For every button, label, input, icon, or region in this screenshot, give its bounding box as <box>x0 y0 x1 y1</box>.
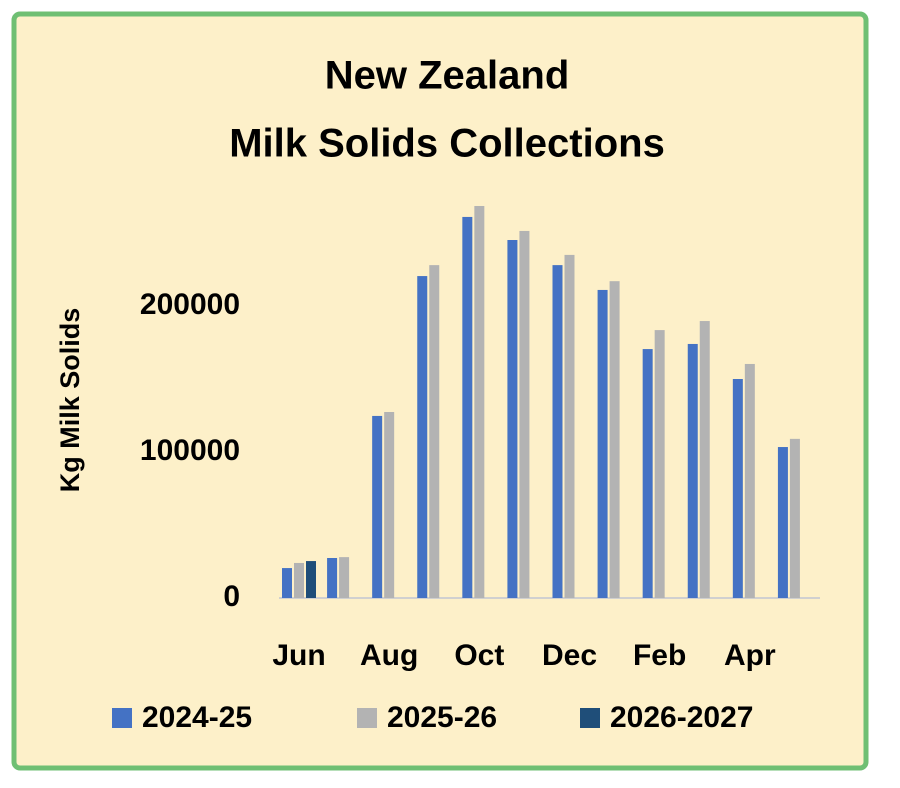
bar <box>429 265 440 598</box>
x-tick-label: Jun <box>272 639 325 672</box>
x-tick-label: Oct <box>454 639 504 672</box>
bar <box>507 240 518 598</box>
y-tick-label: 0 <box>223 580 240 613</box>
legend-label: 2026-2027 <box>610 701 753 734</box>
bar <box>294 562 304 598</box>
bar <box>417 276 428 598</box>
bar <box>372 415 383 598</box>
x-tick-label: Apr <box>724 639 776 672</box>
bar <box>609 281 620 598</box>
bar <box>282 568 292 598</box>
chart-frame <box>11 11 869 771</box>
legend-swatch <box>580 708 600 728</box>
legend-label: 2024-25 <box>142 701 252 734</box>
bar <box>744 363 755 598</box>
y-axis-label: Kg Milk Solids <box>55 308 85 493</box>
y-tick-label: 200000 <box>140 288 240 321</box>
bar <box>789 438 800 598</box>
bar <box>474 205 485 599</box>
x-tick-label: Aug <box>360 639 418 672</box>
bar <box>732 379 743 598</box>
x-tick-label: Feb <box>633 639 686 672</box>
bar <box>777 447 788 598</box>
bar <box>462 216 473 598</box>
chart-title: Milk Solids Collections <box>229 122 665 166</box>
bar <box>327 557 338 598</box>
y-tick-label: 100000 <box>140 434 240 467</box>
chart-title: New Zealand <box>325 54 570 98</box>
legend-label: 2025-26 <box>387 701 497 734</box>
bar <box>519 230 530 598</box>
bar <box>642 349 653 598</box>
bar <box>597 289 608 598</box>
bar <box>564 254 575 598</box>
legend-swatch <box>357 708 377 728</box>
x-tick-label: Dec <box>542 639 597 672</box>
bar <box>552 265 563 598</box>
bar <box>699 321 710 598</box>
bar <box>339 557 350 598</box>
bar <box>384 411 395 598</box>
bar <box>654 330 665 598</box>
legend-swatch <box>112 708 132 728</box>
bar <box>306 561 316 598</box>
bar <box>687 343 698 598</box>
